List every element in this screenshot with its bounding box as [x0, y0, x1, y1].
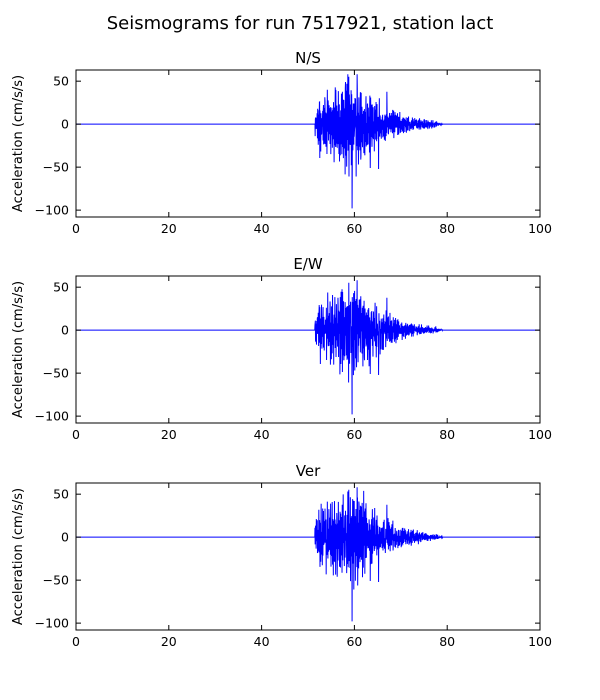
ver-xtick-label: 80	[439, 634, 455, 649]
ver-axes-frame	[75, 482, 541, 631]
ver-ytick-label: −50	[43, 573, 69, 588]
ns-xtick-label: 60	[346, 221, 362, 236]
ver-xtick-label: 0	[72, 634, 80, 649]
ns-xtick-label: 0	[72, 221, 80, 236]
ver-ylabel: Acceleration (cm/s/s)	[11, 488, 26, 625]
ver-xtick-label: 20	[161, 634, 177, 649]
ew-xtick-label: 20	[161, 427, 177, 442]
ew-series-line	[76, 280, 540, 415]
ew-panel: E/W 0 20 40 60 80 100 50 0 −50 −100 Acceleration (c…	[11, 255, 552, 442]
ver-ytick-label: −100	[35, 616, 69, 631]
ns-series-line	[76, 74, 540, 209]
ver-ytick-label: 50	[53, 487, 69, 502]
ew-xtick-label: 80	[439, 427, 455, 442]
figure-title: Seismograms for run 7517921, station lac…	[107, 13, 494, 34]
ns-ylabel: Acceleration (cm/s/s)	[11, 75, 26, 212]
ver-xtick-label: 40	[254, 634, 270, 649]
ns-xtick-label: 20	[161, 221, 177, 236]
ver-panel-title: Ver	[296, 462, 321, 480]
ver-ytick-label: 0	[61, 530, 69, 545]
ew-panel-title: E/W	[293, 255, 323, 273]
ver-xtick-label: 60	[346, 634, 362, 649]
ns-ytick-label: 0	[61, 117, 69, 132]
ew-xtick-label: 40	[254, 427, 270, 442]
ns-xtick-label: 100	[528, 221, 552, 236]
ew-xtick-label: 60	[346, 427, 362, 442]
ew-xtick-label: 0	[72, 427, 80, 442]
ns-panel: N/S 0 20 40 60 80 100 50 0 −50 −100 Acceleration (c…	[11, 49, 552, 236]
ns-panel-title: N/S	[295, 49, 321, 67]
ew-ytick-label: 50	[53, 280, 69, 295]
ver-panel: Ver 0 20 40 60 80 100 50 0 −50 −100 Acceleration (c…	[11, 462, 552, 649]
ew-ylabel: Acceleration (cm/s/s)	[11, 281, 26, 418]
panels-container: N/S 0 20 40 60 80 100 50 0 −50 −100 Acceleration (c…	[11, 49, 552, 649]
ew-ytick-label: −100	[35, 409, 69, 424]
ns-ytick-label: −100	[35, 203, 69, 218]
ns-xtick-label: 40	[254, 221, 270, 236]
ew-xtick-label: 100	[528, 427, 552, 442]
ver-series-line	[76, 487, 540, 622]
ew-ytick-label: 0	[61, 323, 69, 338]
ns-ytick-label: −50	[43, 160, 69, 175]
ns-xtick-label: 80	[439, 221, 455, 236]
ew-ytick-label: −50	[43, 366, 69, 381]
ns-axes-frame	[75, 69, 541, 218]
ew-axes-frame	[75, 275, 541, 424]
ns-ytick-label: 50	[53, 74, 69, 89]
ver-xtick-label: 100	[528, 634, 552, 649]
